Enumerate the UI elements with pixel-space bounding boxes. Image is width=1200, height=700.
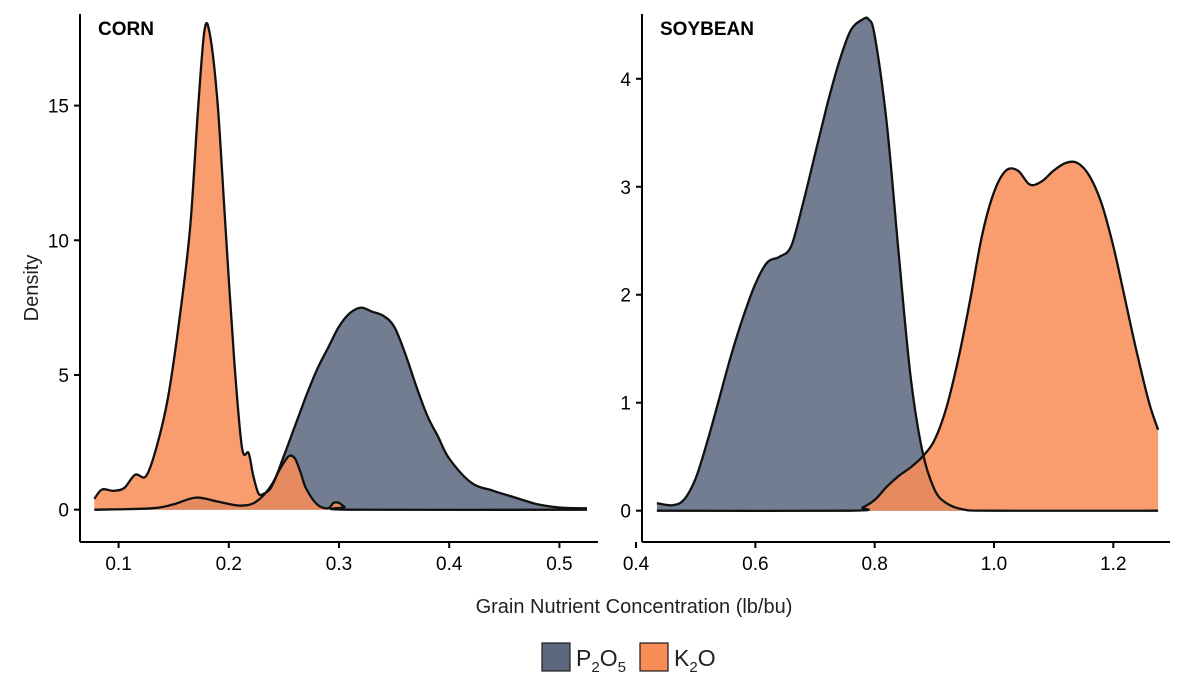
soybean-k2o-area bbox=[656, 161, 1159, 511]
legend-label-p2o5: P2O5 bbox=[576, 645, 626, 676]
legend-swatch-k2o bbox=[639, 642, 669, 672]
corn-y-tick-label: 15 bbox=[48, 97, 69, 118]
soybean-panel: 0 1 2 3 4 0.4 0.6 0.8 1.0 1.2 SOYBEAN bbox=[620, 14, 1170, 575]
soybean-x-tick-label: 0.8 bbox=[861, 554, 887, 575]
soybean-panel-title: SOYBEAN bbox=[660, 19, 754, 40]
soybean-x-tick-label: 0.6 bbox=[742, 554, 768, 575]
soybean-x-tick-label: 1.2 bbox=[1100, 554, 1126, 575]
corn-y-tick-label: 5 bbox=[58, 366, 69, 387]
legend-swatch-p2o5 bbox=[541, 642, 571, 672]
corn-x-tick-label: 0.4 bbox=[436, 554, 463, 575]
corn-panel-title: CORN bbox=[98, 19, 154, 40]
corn-k2o-area bbox=[94, 23, 588, 510]
x-axis-title: Grain Nutrient Concentration (lb/bu) bbox=[476, 596, 793, 618]
corn-y-tick-label: 0 bbox=[58, 501, 69, 522]
corn-k2o-outline bbox=[93, 21, 588, 512]
soybean-x-tick-label: 1.0 bbox=[981, 554, 1007, 575]
soybean-k2o-outline bbox=[656, 160, 1160, 513]
soybean-y-tick-label: 4 bbox=[620, 70, 631, 91]
corn-y-tick-label: 10 bbox=[48, 231, 69, 252]
corn-x-tick-label: 0.5 bbox=[546, 554, 572, 575]
soybean-x-tick-label: 0.4 bbox=[623, 554, 650, 575]
soybean-y-tick-label: 0 bbox=[620, 502, 631, 523]
corn-panel: 0 5 10 15 0.1 0.2 0.3 0.4 0.5 CORN bbox=[48, 14, 598, 575]
legend: P2O5 K2O bbox=[541, 642, 716, 676]
corn-x-tick-label: 0.1 bbox=[105, 554, 131, 575]
corn-x-tick-label: 0.2 bbox=[216, 554, 242, 575]
corn-p2o5-area bbox=[94, 307, 588, 510]
corn-x-tick-label: 0.3 bbox=[326, 554, 352, 575]
soybean-p2o5-outline bbox=[656, 16, 1159, 512]
soybean-y-tick-label: 1 bbox=[620, 394, 631, 415]
soybean-y-tick-label: 3 bbox=[620, 178, 631, 199]
soybean-y-tick-label: 2 bbox=[620, 286, 631, 307]
y-axis-title: Density bbox=[21, 255, 43, 322]
soybean-p2o5-area bbox=[656, 17, 1159, 511]
corn-p2o5-outline bbox=[94, 306, 588, 511]
legend-label-k2o: K2O bbox=[674, 645, 716, 676]
